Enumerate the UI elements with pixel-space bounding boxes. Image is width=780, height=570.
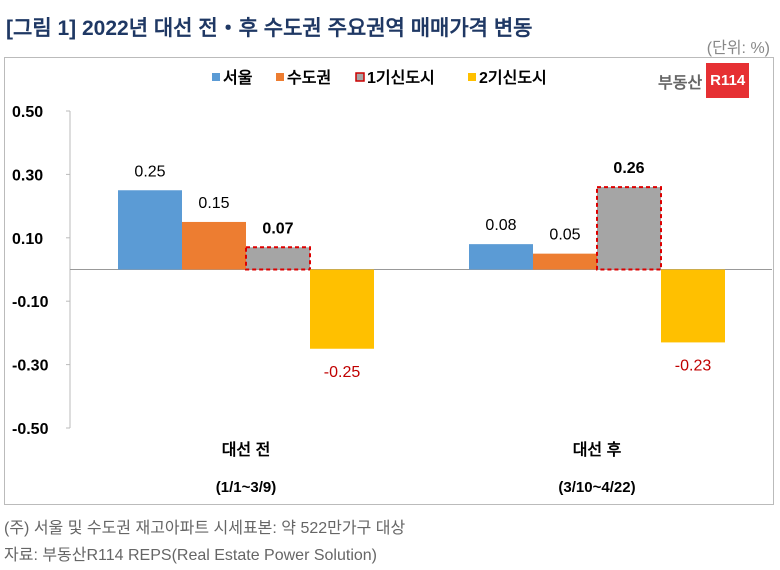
page-title: [그림 1] 2022년 대선 전・후 수도권 주요권역 매매가격 변동 (6, 17, 533, 40)
y-tick-label: -0.30 (12, 358, 49, 375)
legend-label: 2기신도시 (479, 69, 547, 87)
data-label: -0.23 (675, 357, 712, 374)
bar (469, 244, 533, 270)
data-label: 0.15 (198, 195, 229, 212)
bar (661, 269, 725, 343)
category-label: 대선 후 (573, 440, 622, 459)
logo: 부동산 R114 (658, 63, 750, 98)
legend-label: 수도권 (287, 68, 331, 87)
y-tick-label: -0.10 (12, 294, 49, 311)
source-note: 자료: 부동산R114 REPS(Real Estate Power Solut… (4, 547, 377, 564)
legend-label: 1기신도시 (367, 69, 435, 87)
legend-swatch (212, 73, 220, 81)
chart-frame (4, 57, 774, 505)
bar (118, 190, 182, 270)
data-label: 0.26 (613, 160, 644, 177)
data-label: 0.07 (262, 220, 293, 237)
footnote: (주) 서울 및 수도권 재고아파트 시세표본: 약 522만가구 대상 (4, 520, 406, 537)
bar (533, 253, 597, 270)
bar (245, 246, 311, 271)
logo-text: 부동산 (658, 74, 703, 92)
category-sublabel: (1/1~3/9) (216, 479, 276, 496)
legend-swatch (468, 73, 476, 81)
data-label: 0.05 (549, 227, 580, 244)
bar (182, 221, 246, 270)
category-sublabel: (3/10~4/22) (558, 479, 635, 496)
legend-label: 서울 (223, 69, 253, 87)
legend-swatch (276, 73, 284, 81)
category-label: 대선 전 (222, 441, 271, 459)
data-label: -0.25 (324, 364, 361, 381)
y-tick-label: 0.10 (12, 231, 43, 248)
y-tick-label: 0.30 (12, 167, 43, 184)
bar (596, 186, 662, 271)
y-tick-label: 0.50 (12, 104, 43, 121)
data-label: 0.25 (134, 163, 165, 180)
y-tick-label: -0.50 (12, 421, 49, 438)
legend-swatch (355, 72, 365, 82)
data-label: 0.08 (485, 217, 516, 234)
bar (310, 269, 374, 349)
unit-label: (단위: %) (706, 40, 770, 57)
logo-badge: R114 (706, 63, 750, 98)
